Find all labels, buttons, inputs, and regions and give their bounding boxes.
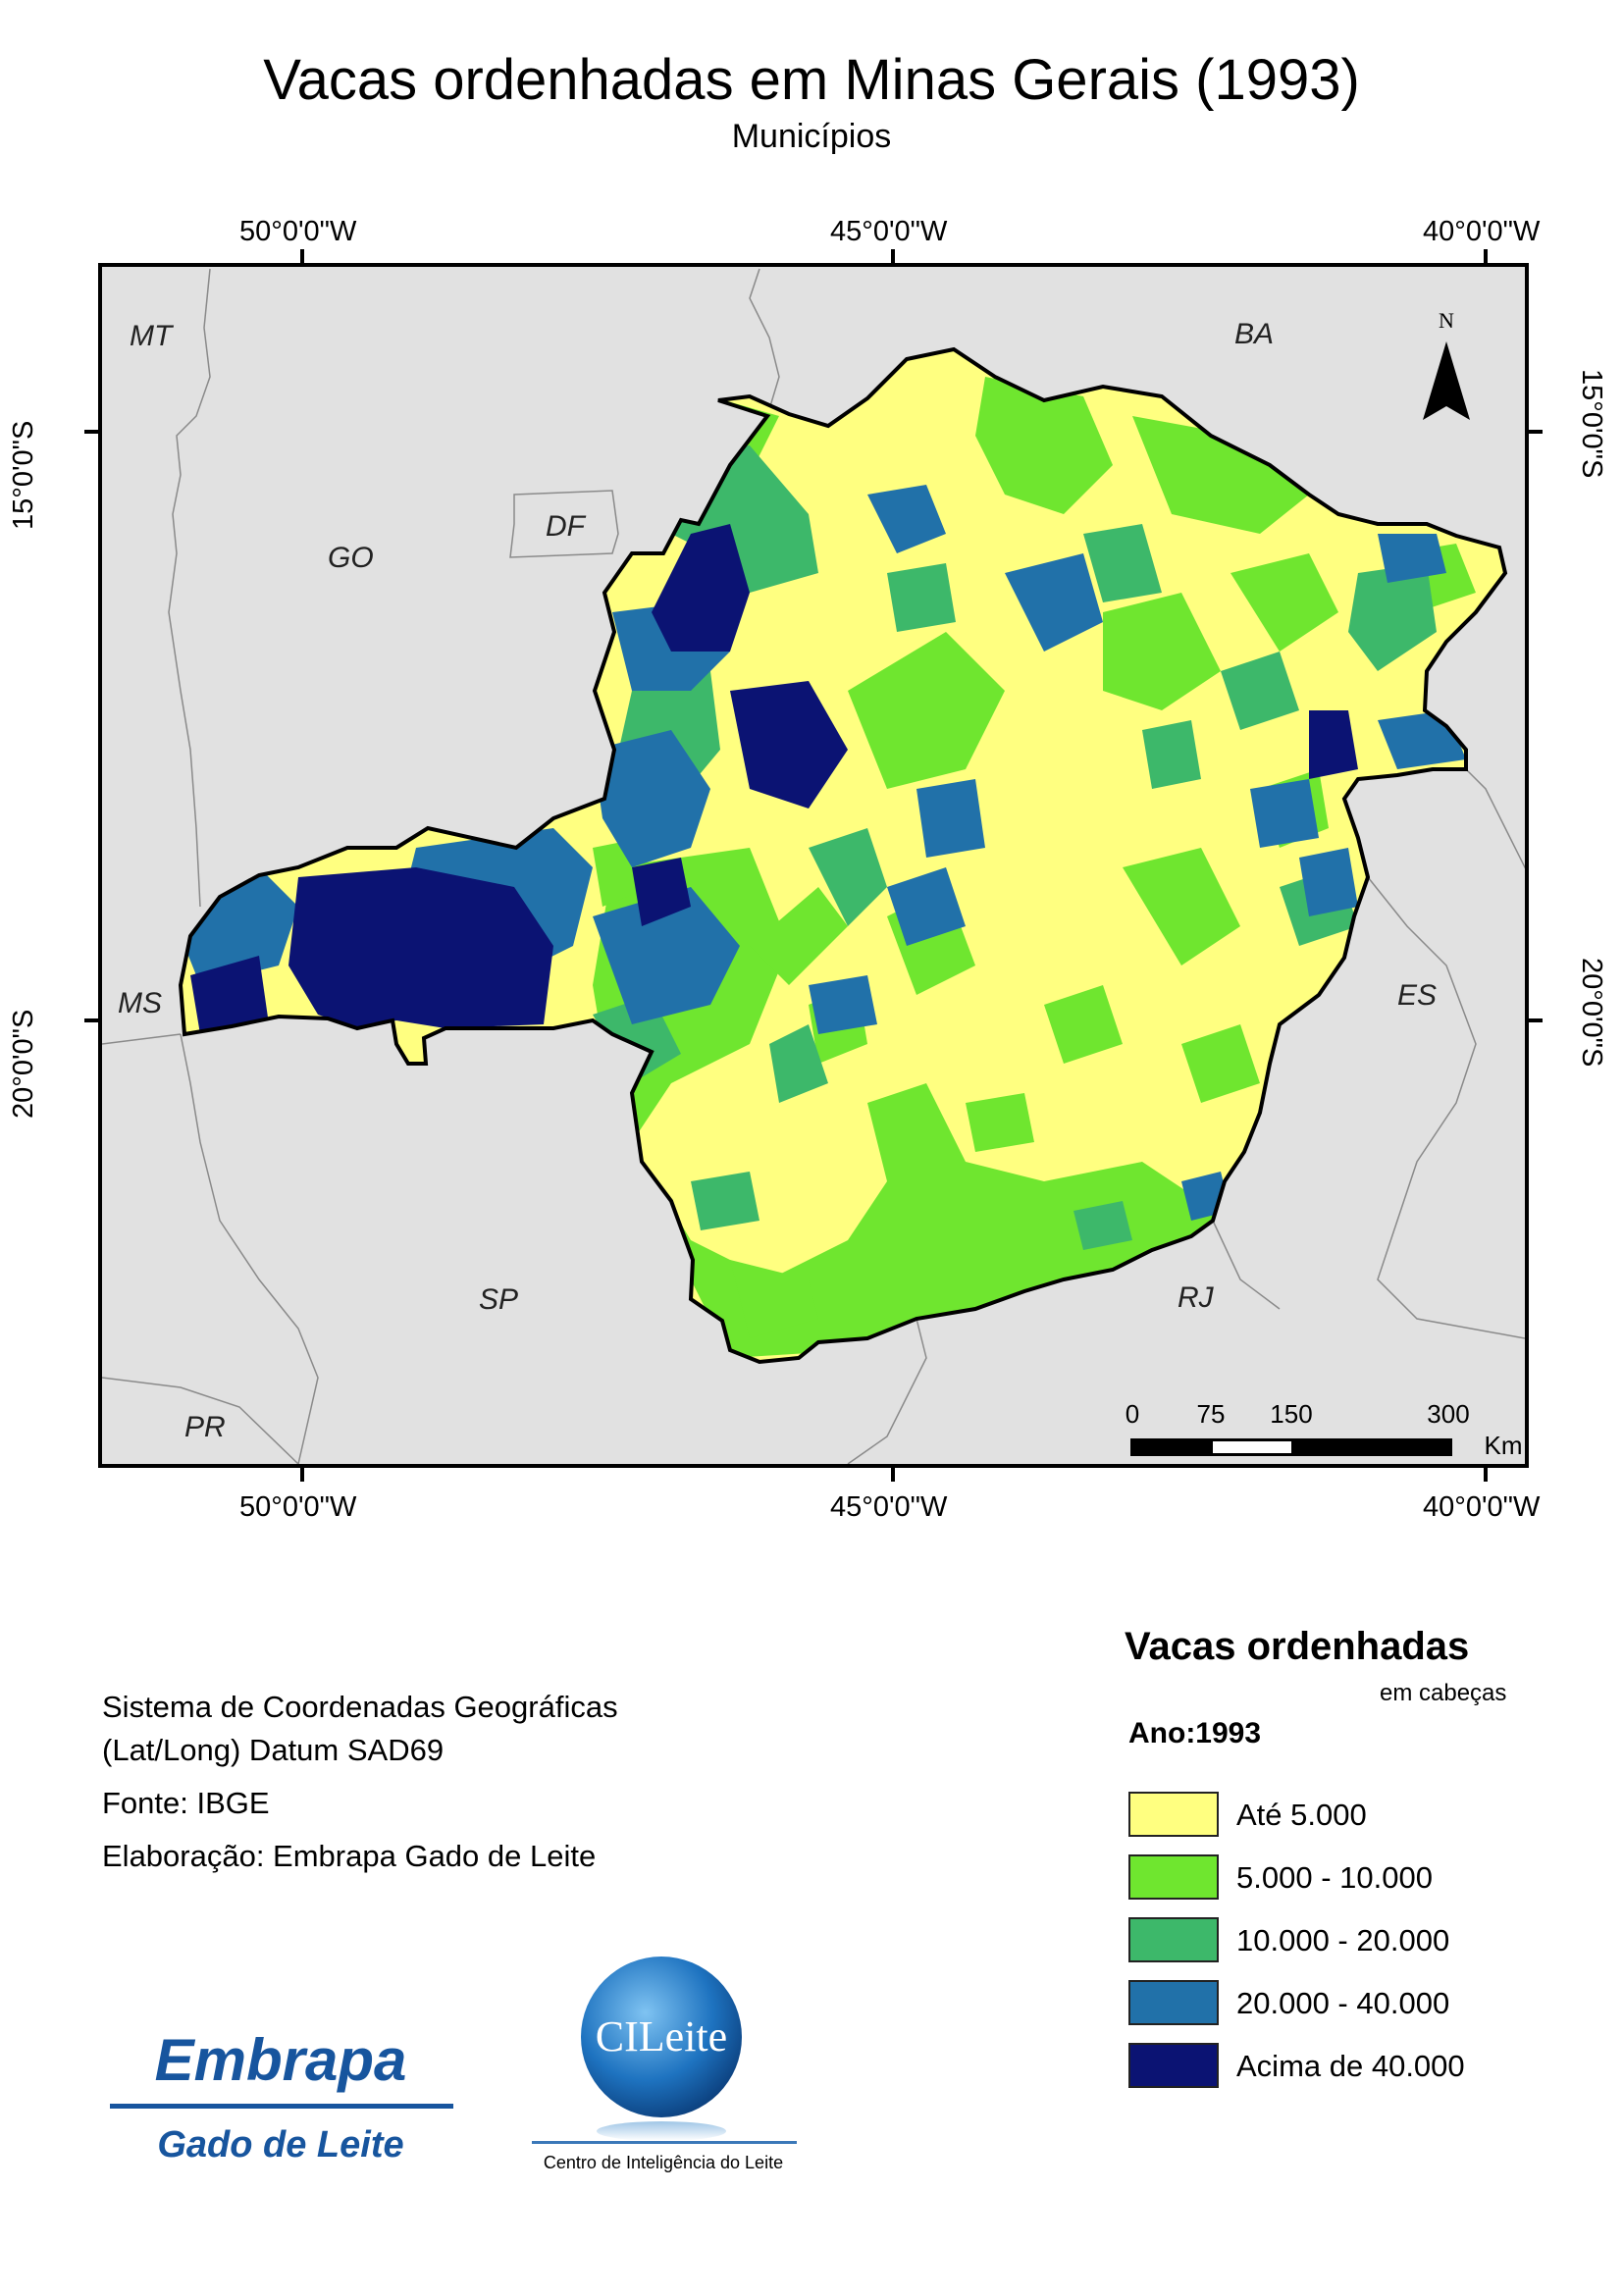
embrapa-logo: Embrapa Gado de Leite [106,2013,457,2186]
lat-label-left-20s: 20°0'0"S [8,1009,39,1119]
embrapa-rule [110,2104,453,2109]
state-boundaries [102,268,1525,1464]
map-canvas: MT BA GO DF MS ES SP RJ PR N 0 75 150 30… [102,268,1525,1464]
tick-bottom-45w [891,1468,895,1482]
legend-label-2: 5.000 - 10.000 [1236,1860,1433,1895]
legend-swatch-4 [1128,1980,1219,2025]
north-arrow-left-half [1423,341,1446,420]
legend-swatch-5 [1128,2043,1219,2088]
state-label-es: ES [1397,979,1437,1012]
map-info: Sistema de Coordenadas Geográficas (Lat/… [102,1686,618,1878]
state-label-ms: MS [118,987,162,1019]
cileite-shadow [597,2121,726,2141]
lon-label-bottom-40w: 40°0'0"W [1423,1491,1541,1523]
lat-label-left-15s: 15°0'0"S [8,420,39,530]
scale-label-300: 300 [1427,1399,1469,1429]
lat-label-right-20s: 20°0'0"S [1576,958,1607,1068]
lon-label-bottom-45w: 45°0'0"W [830,1491,948,1523]
map-frame: MT BA GO DF MS ES SP RJ PR N 0 75 150 30… [98,263,1529,1468]
tick-top-40w [1484,249,1488,263]
tick-top-45w [891,249,895,263]
legend-swatch-1 [1128,1792,1219,1837]
tick-left-15s [84,430,98,434]
tick-right-15s [1529,430,1543,434]
scale-bar-segment [1213,1441,1291,1453]
scale-label-0: 0 [1126,1399,1139,1429]
cileite-logo: CILeite Centro de Inteligência do Leite [528,1943,803,2178]
legend-unit: em cabeças [1380,1680,1507,1706]
cileite-logo-graphic: CILeite Centro de Inteligência do Leite [532,1957,797,2172]
state-label-mt: MT [130,320,175,352]
legend-label-3: 10.000 - 20.000 [1236,1923,1450,1957]
lon-label-bottom-50w: 50°0'0"W [239,1491,357,1523]
legend-label-5: Acima de 40.000 [1236,2049,1465,2083]
legend-year: Ano:1993 [1128,1717,1262,1749]
tick-bottom-50w [300,1468,304,1482]
north-arrow: N [1423,308,1470,420]
tick-bottom-40w [1484,1468,1488,1482]
author-text: Elaboração: Embrapa Gado de Leite [102,1839,597,1873]
legend-title: Vacas ordenhadas [1125,1625,1470,1668]
state-label-rj: RJ [1178,1281,1215,1314]
embrapa-wordmark: Embrapa [155,2027,407,2093]
legend-label-4: 20.000 - 40.000 [1236,1986,1450,2020]
legend-swatch-3 [1128,1917,1219,1962]
tick-top-50w [300,249,304,263]
legend-label-1: Até 5.000 [1236,1798,1367,1832]
map-subtitle: Municípios [731,118,892,155]
legend-swatch-2 [1128,1854,1219,1900]
state-label-df: DF [546,510,587,543]
state-label-ba: BA [1234,318,1274,350]
source-text: Fonte: IBGE [102,1786,270,1820]
embrapa-subtitle: Gado de Leite [157,2124,403,2166]
cileite-wordmark: CILeite [596,2012,727,2061]
tick-left-20s [84,1018,98,1022]
municipality-fills [181,349,1505,1362]
lon-label-top-45w: 45°0'0"W [830,216,948,247]
crs-line-1: Sistema de Coordenadas Geográficas [102,1690,618,1724]
cileite-caption: Centro de Inteligência do Leite [544,2153,783,2172]
north-arrow-right-half [1446,341,1470,420]
scale-unit: Km [1485,1431,1523,1460]
scale-label-75: 75 [1197,1399,1226,1429]
cileite-sphere [581,1957,742,2117]
lon-label-top-40w: 40°0'0"W [1423,216,1541,247]
scale-bar: 0 75 150 300 Km [1126,1399,1523,1460]
embrapa-logo-graphic: Embrapa Gado de Leite [106,2013,457,2186]
lat-label-right-15s: 15°0'0"S [1576,369,1607,479]
scale-label-150: 150 [1270,1399,1312,1429]
state-label-sp: SP [479,1283,518,1316]
map-title: Vacas ordenhadas em Minas Gerais (1993) [263,48,1360,112]
state-label-go: GO [328,542,374,574]
crs-line-2: (Lat/Long) Datum SAD69 [102,1733,445,1767]
cileite-rule [532,2141,797,2144]
lon-label-top-50w: 50°0'0"W [239,216,357,247]
tick-right-20s [1529,1018,1543,1022]
state-label-pr: PR [184,1411,226,1443]
north-label: N [1439,308,1454,333]
